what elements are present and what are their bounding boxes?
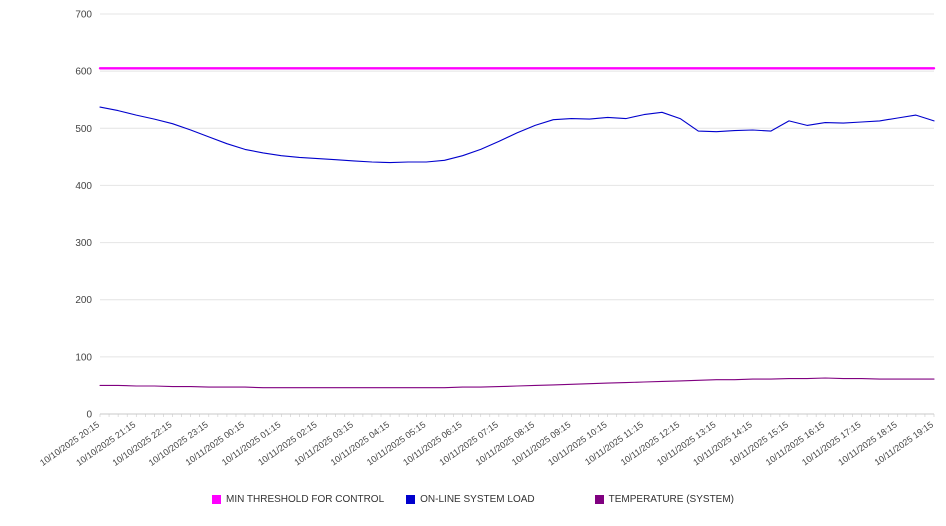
series-line-on-line-system-load — [99, 106, 935, 164]
legend-item: MIN THRESHOLD FOR CONTROL — [211, 494, 385, 505]
series-line-temperature-system- — [99, 377, 935, 389]
y-tick-label: 200 — [75, 295, 92, 306]
y-tick-label: 400 — [75, 181, 92, 192]
legend-swatch-icon — [211, 495, 221, 504]
legend-item: ON-LINE SYSTEM LOAD — [406, 494, 535, 505]
y-tick-label: 0 — [86, 410, 92, 421]
legend-swatch-icon — [406, 495, 416, 504]
y-tick-label: 300 — [75, 238, 92, 249]
y-tick-label: 100 — [75, 352, 92, 363]
legend-label: ON-LINE SYSTEM LOAD — [420, 494, 535, 505]
legend-label: TEMPERATURE (SYSTEM) — [608, 494, 735, 505]
legend-swatch-icon — [594, 495, 604, 504]
y-tick-label: 700 — [75, 10, 92, 21]
legend-label: MIN THRESHOLD FOR CONTROL — [225, 494, 385, 505]
y-tick-label: 500 — [75, 124, 92, 135]
legend-item: TEMPERATURE (SYSTEM) — [594, 494, 735, 505]
x-tick-label: 10/10/2025 20:15 — [38, 419, 101, 467]
y-tick-label: 600 — [75, 67, 92, 78]
chart-legend: MIN THRESHOLD FOR CONTROL ON-LINE SYSTEM … — [0, 494, 946, 505]
